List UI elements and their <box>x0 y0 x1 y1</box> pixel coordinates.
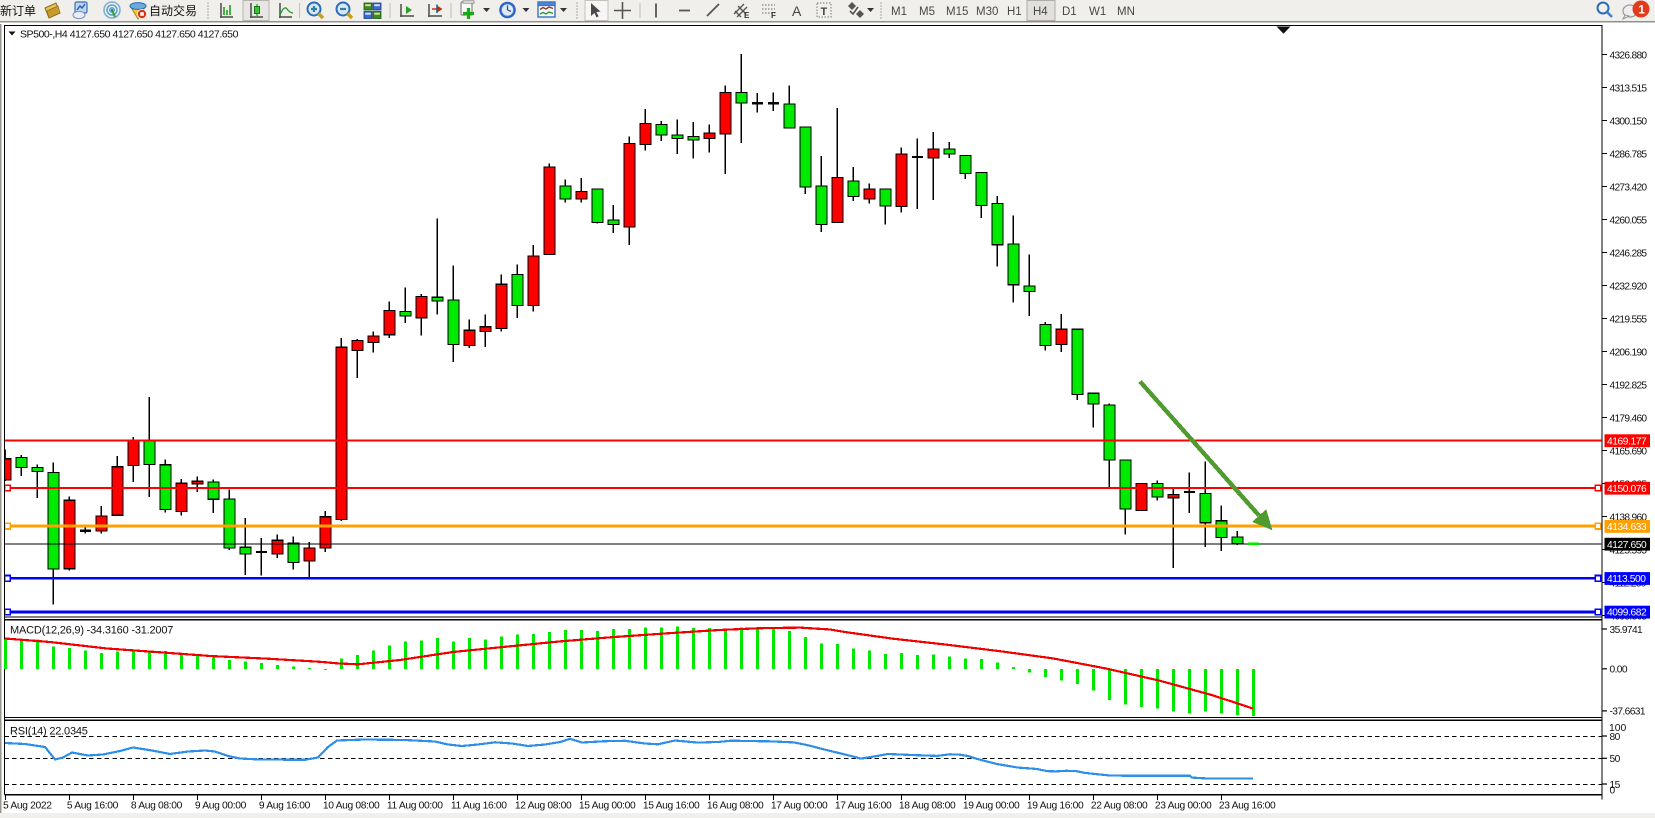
svg-text:4206.190: 4206.190 <box>1610 347 1648 358</box>
svg-text:新订单: 新订单 <box>0 3 36 18</box>
svg-text:4192.825: 4192.825 <box>1610 380 1648 391</box>
svg-text:T: T <box>821 6 828 18</box>
svg-text:23 Aug 16:00: 23 Aug 16:00 <box>1219 801 1276 812</box>
svg-text:M15: M15 <box>946 6 968 18</box>
svg-text:H4: H4 <box>1033 6 1048 18</box>
svg-text:MACD(12,26,9) -34.3160 -31.200: MACD(12,26,9) -34.3160 -31.2007 <box>10 625 173 637</box>
svg-text:4150.076: 4150.076 <box>1607 484 1647 495</box>
svg-text:5 Aug 2022: 5 Aug 2022 <box>3 801 52 812</box>
svg-text:4286.785: 4286.785 <box>1610 149 1648 160</box>
svg-text:4313.515: 4313.515 <box>1610 83 1648 94</box>
svg-text:9 Aug 00:00: 9 Aug 00:00 <box>195 801 247 812</box>
svg-text:100: 100 <box>1609 723 1627 734</box>
svg-text:自动交易: 自动交易 <box>149 3 197 18</box>
svg-text:15 Aug 16:00: 15 Aug 16:00 <box>643 801 700 812</box>
svg-text:4138.960: 4138.960 <box>1610 512 1648 523</box>
svg-text:M30: M30 <box>976 6 998 18</box>
svg-text:4260.055: 4260.055 <box>1610 215 1648 226</box>
svg-text:M5: M5 <box>919 6 935 18</box>
svg-text:4169.177: 4169.177 <box>1607 436 1647 447</box>
svg-text:22 Aug 08:00: 22 Aug 08:00 <box>1091 801 1148 812</box>
svg-text:12 Aug 08:00: 12 Aug 08:00 <box>515 801 572 812</box>
svg-text:8 Aug 08:00: 8 Aug 08:00 <box>131 801 183 812</box>
svg-text:50: 50 <box>1610 754 1621 765</box>
svg-text:4326.880: 4326.880 <box>1610 50 1648 61</box>
svg-text:W1: W1 <box>1089 6 1106 18</box>
svg-text:E: E <box>744 11 750 20</box>
svg-text:0.00: 0.00 <box>1610 665 1628 676</box>
svg-text:4165.690: 4165.690 <box>1610 446 1648 457</box>
svg-text:MN: MN <box>1117 6 1135 18</box>
svg-text:4300.150: 4300.150 <box>1610 116 1648 127</box>
svg-text:18 Aug 08:00: 18 Aug 08:00 <box>899 801 956 812</box>
svg-text:80: 80 <box>1610 732 1621 743</box>
svg-text:4232.920: 4232.920 <box>1610 281 1648 292</box>
svg-text:4179.460: 4179.460 <box>1610 413 1648 424</box>
svg-text:4134.633: 4134.633 <box>1607 522 1647 533</box>
svg-text:10 Aug 08:00: 10 Aug 08:00 <box>323 801 380 812</box>
svg-text:16 Aug 08:00: 16 Aug 08:00 <box>707 801 764 812</box>
svg-text:19 Aug 16:00: 19 Aug 16:00 <box>1027 801 1084 812</box>
svg-text:4113.500: 4113.500 <box>1607 574 1646 585</box>
svg-text:19 Aug 00:00: 19 Aug 00:00 <box>963 801 1020 812</box>
svg-text:17 Aug 00:00: 17 Aug 00:00 <box>771 801 828 812</box>
svg-text:5 Aug 16:00: 5 Aug 16:00 <box>67 801 119 812</box>
svg-text:SP500-,H4 4127.650 4127.650 4: SP500-,H4 4127.650 4127.650 4127.650 412… <box>20 29 239 41</box>
svg-text:1: 1 <box>1638 2 1645 16</box>
svg-text:4273.420: 4273.420 <box>1610 182 1648 193</box>
svg-text:M1: M1 <box>891 6 907 18</box>
svg-text:17 Aug 16:00: 17 Aug 16:00 <box>835 801 892 812</box>
svg-text:9 Aug 16:00: 9 Aug 16:00 <box>259 801 311 812</box>
svg-text:4127.650: 4127.650 <box>1607 540 1647 551</box>
svg-text:0: 0 <box>1610 786 1616 797</box>
svg-text:35.9741: 35.9741 <box>1610 625 1644 636</box>
svg-text:F: F <box>771 11 776 20</box>
svg-text:11 Aug 16:00: 11 Aug 16:00 <box>451 801 507 812</box>
svg-text:23 Aug 00:00: 23 Aug 00:00 <box>1155 801 1212 812</box>
svg-text:15 Aug 00:00: 15 Aug 00:00 <box>579 801 636 812</box>
svg-text:11 Aug 00:00: 11 Aug 00:00 <box>387 801 443 812</box>
svg-text:H1: H1 <box>1007 6 1022 18</box>
svg-text:D1: D1 <box>1062 6 1077 18</box>
svg-text:4246.285: 4246.285 <box>1610 248 1648 259</box>
svg-text:4125.595: 4125.595 <box>1610 545 1648 556</box>
svg-text:15: 15 <box>1610 780 1621 791</box>
svg-text:-37.6631: -37.6631 <box>1610 707 1646 718</box>
svg-text:4219.555: 4219.555 <box>1610 314 1648 325</box>
svg-text:A: A <box>792 3 802 19</box>
svg-text:RSI(14) 22.0345: RSI(14) 22.0345 <box>10 726 88 738</box>
svg-text:4099.682: 4099.682 <box>1607 608 1647 619</box>
